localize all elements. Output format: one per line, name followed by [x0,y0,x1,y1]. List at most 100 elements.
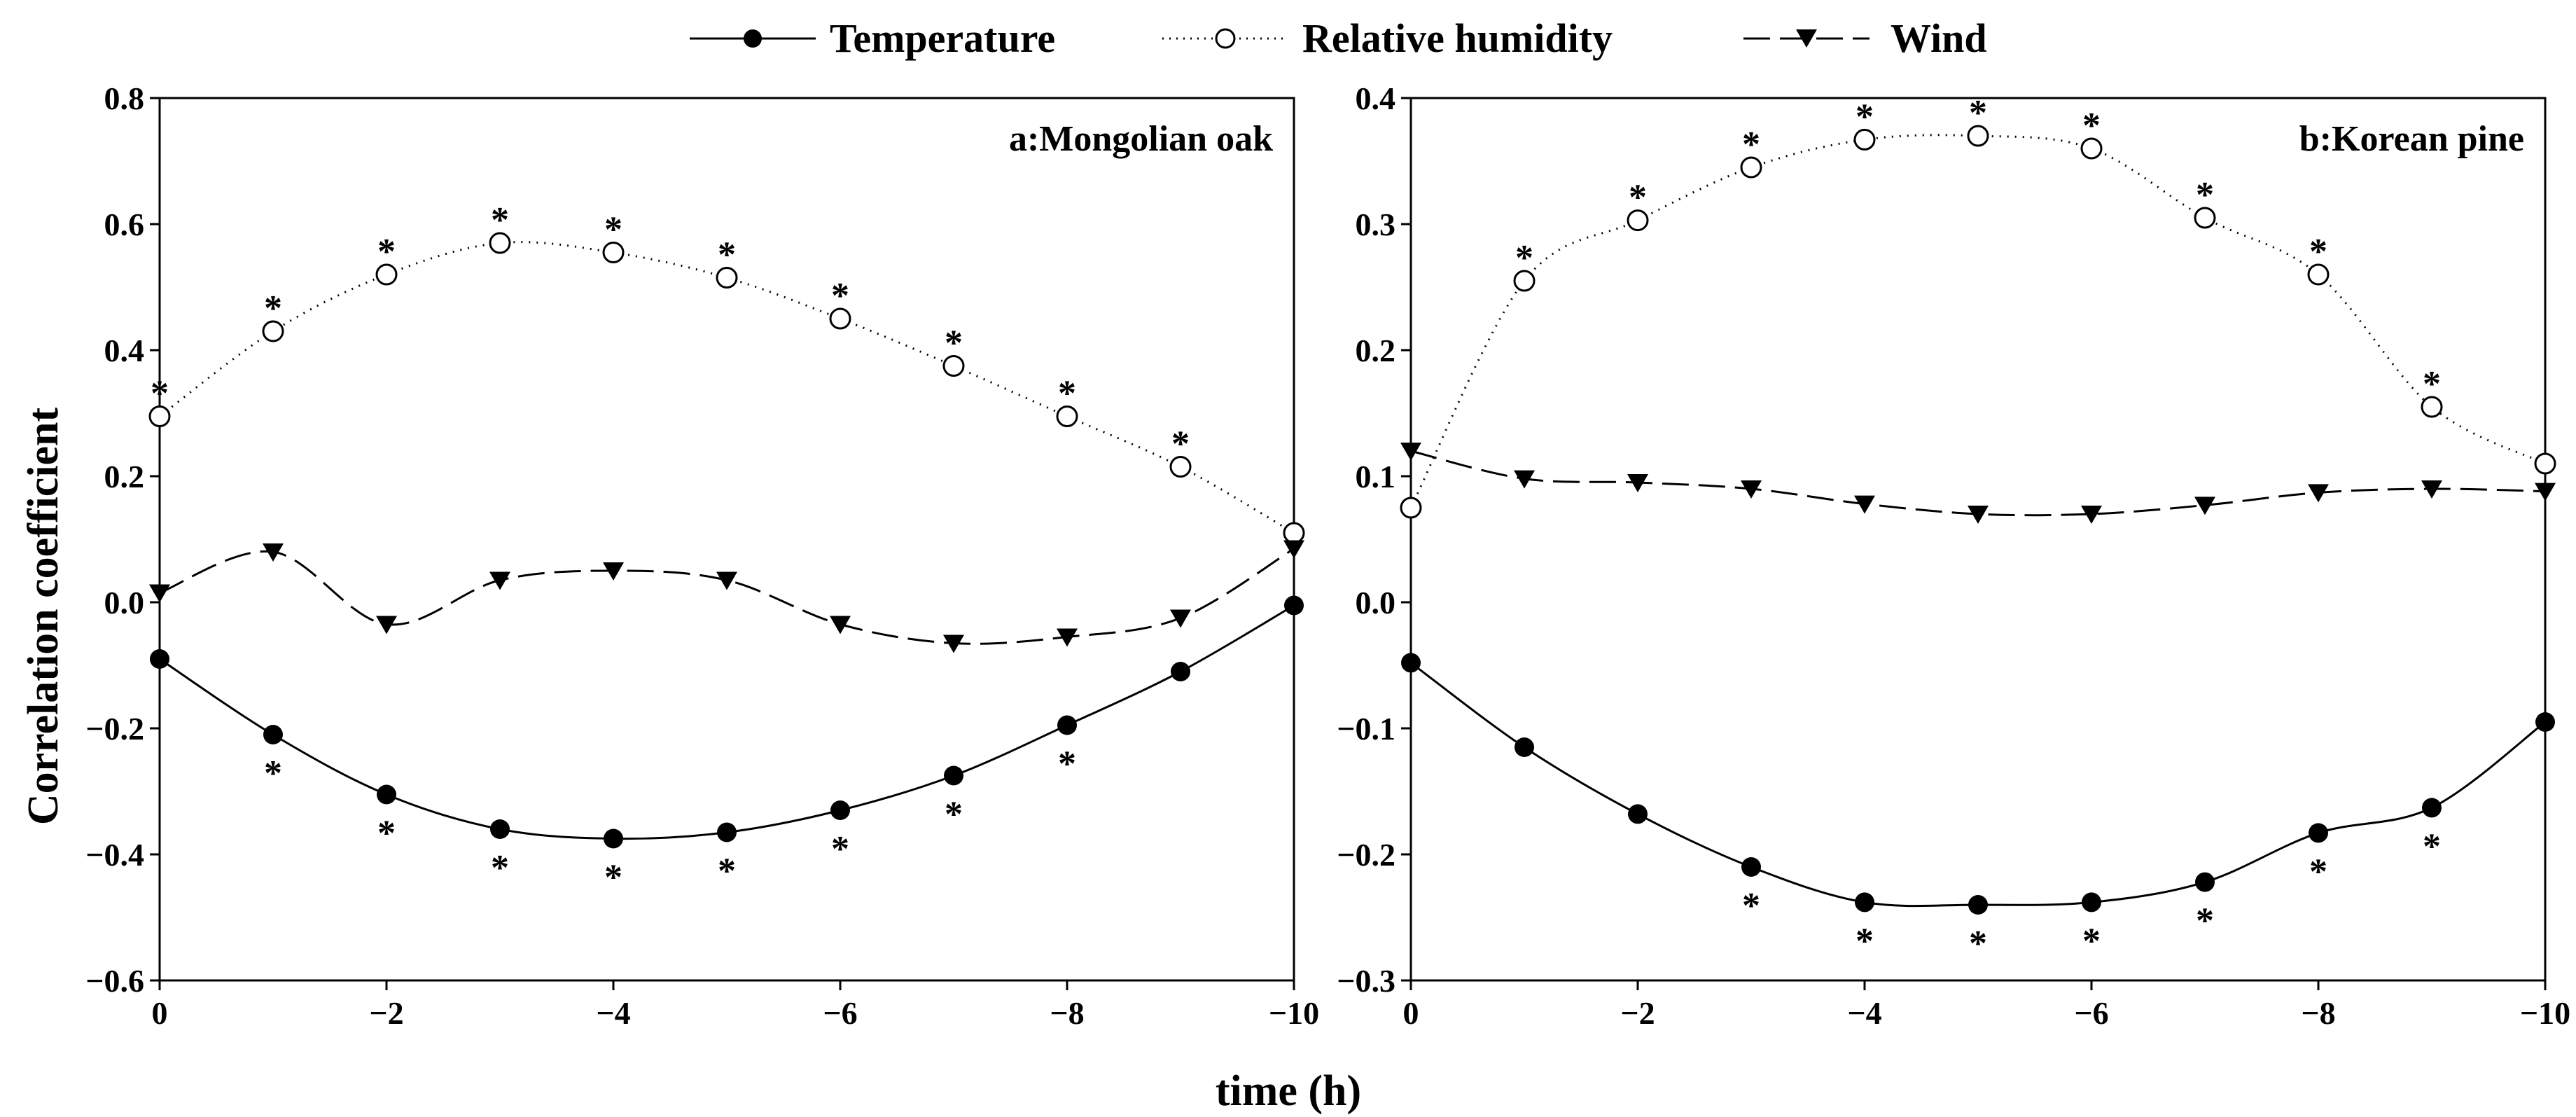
data-point-temperature [1855,892,1874,913]
y-tick-label: 0.4 [104,333,145,368]
data-point-temperature [2195,872,2215,892]
data-point-wind [489,571,510,590]
data-point-temperature [1515,737,1534,757]
significance-marker-humidity: * [604,210,622,250]
legend-wind-label: Wind [1891,15,1987,61]
series-line-humidity [1409,134,2546,508]
x-tick-label: −8 [1050,995,1084,1031]
data-point-temperature [263,725,283,744]
significance-marker-temperature: * [377,814,396,854]
data-point-temperature [944,765,963,786]
x-tick-label: −6 [823,995,857,1031]
x-tick-label: 0 [1403,995,1419,1031]
data-point-humidity [602,242,625,263]
data-point-wind [2081,506,2102,524]
legend-temperature-marker [744,29,762,48]
data-point-wind [1514,470,1535,489]
data-point-wind [376,616,397,634]
plot-frame-b [1409,97,2547,982]
legend-temperature-label: Temperature [830,15,1055,61]
significance-marker-humidity: * [1856,97,1874,137]
data-point-humidity [1283,522,1305,544]
data-point-temperature [150,649,169,669]
data-point-wind [1741,480,1762,499]
data-point-wind [1627,474,1648,492]
significance-marker-humidity: * [2196,175,2214,215]
y-tick-label: 0.1 [1356,459,1396,494]
significance-marker-temperature: * [2309,852,2327,891]
y-tick-label: 0.3 [1356,207,1396,242]
significance-marker-humidity: * [264,289,282,328]
y-tick-label: −0.3 [1337,963,1395,999]
data-point-humidity [1056,405,1078,427]
legend-wind-marker [1796,29,1817,48]
data-point-wind [943,634,964,653]
data-point-wind [1057,628,1078,647]
data-point-wind [149,584,170,603]
panel-label-b: b:Korean pine [2299,119,2524,159]
significance-marker-temperature: * [945,795,963,835]
y-tick-label: 0.6 [104,207,145,242]
data-point-temperature [830,800,850,820]
data-point-humidity [1627,209,1649,232]
x-tick-label: −6 [2074,995,2108,1031]
x-tick-label: −8 [2301,995,2335,1031]
significance-marker-humidity: * [2423,364,2441,404]
significance-marker-humidity: * [491,200,509,240]
x-tick-label: −4 [1847,995,1881,1031]
legend-wind: Wind [1743,15,1987,61]
data-point-humidity [148,405,171,427]
data-point-wind [1400,443,1421,461]
data-point-temperature [1968,895,1988,915]
significance-marker-humidity: * [151,374,169,414]
significance-marker-humidity: * [1742,125,1760,165]
significance-marker-temperature: * [831,829,849,869]
data-point-temperature [604,828,623,849]
data-point-wind [2308,484,2329,503]
data-point-temperature [490,819,510,839]
data-point-temperature [717,822,737,842]
significance-marker-humidity: * [2309,232,2327,272]
data-point-wind [2421,480,2442,499]
data-point-wind [1170,609,1191,628]
data-point-temperature [1628,804,1648,824]
x-tick-label: −10 [1269,995,1319,1031]
data-point-humidity [1169,456,1192,478]
legend: Temperature Relative humidity Wind [690,15,1987,61]
panel-a-mongolian-oak: −0.6 −0.4 −0.2 0.0 0.2 0.4 0.6 0.8 0 −2 −4 −6 −8 −10 a… [85,81,1319,1031]
plot-frame-a [158,97,1295,982]
data-point-humidity [1853,128,1876,151]
data-point-wind [1283,540,1304,559]
significance-marker-temperature: * [1058,744,1076,784]
series-line-wind [1410,450,2546,517]
data-point-temperature [1171,662,1190,681]
data-point-humidity [2421,396,2443,418]
y-tick-label: 0.8 [104,81,145,116]
panel-b-korean-pine: −0.3 −0.2 −0.1 0.0 0.1 0.2 0.3 0.4 0 −2 −4 −6 −8 −10 b… [1337,81,2570,1031]
x-axis-label: time (h) [1216,1067,1361,1115]
data-point-humidity [716,267,738,289]
significance-marker-humidity: * [1058,374,1076,414]
data-point-temperature [1741,857,1761,877]
x-tick-label: −4 [596,995,630,1031]
significance-marker-humidity: * [1515,238,1533,278]
data-point-wind [2535,483,2556,501]
y-axis-label: Correlation coefficient [20,408,67,826]
data-point-humidity [375,263,398,286]
y-tick-label: 0.0 [1356,585,1396,620]
significance-marker-temperature: * [2196,901,2214,941]
significance-marker-humidity: * [377,232,396,272]
significance-marker-humidity: * [1171,424,1190,464]
data-point-humidity [262,320,284,342]
significance-marker-humidity: * [2082,106,2101,146]
data-point-humidity [1513,270,1536,292]
data-point-temperature [2309,823,2328,843]
data-point-temperature [1057,715,1077,735]
data-point-temperature [2535,712,2555,732]
data-point-humidity [2194,207,2216,229]
data-point-wind [1854,495,1875,514]
data-point-temperature [1401,653,1421,673]
data-point-humidity [942,355,965,377]
significance-marker-temperature: * [1742,886,1760,926]
